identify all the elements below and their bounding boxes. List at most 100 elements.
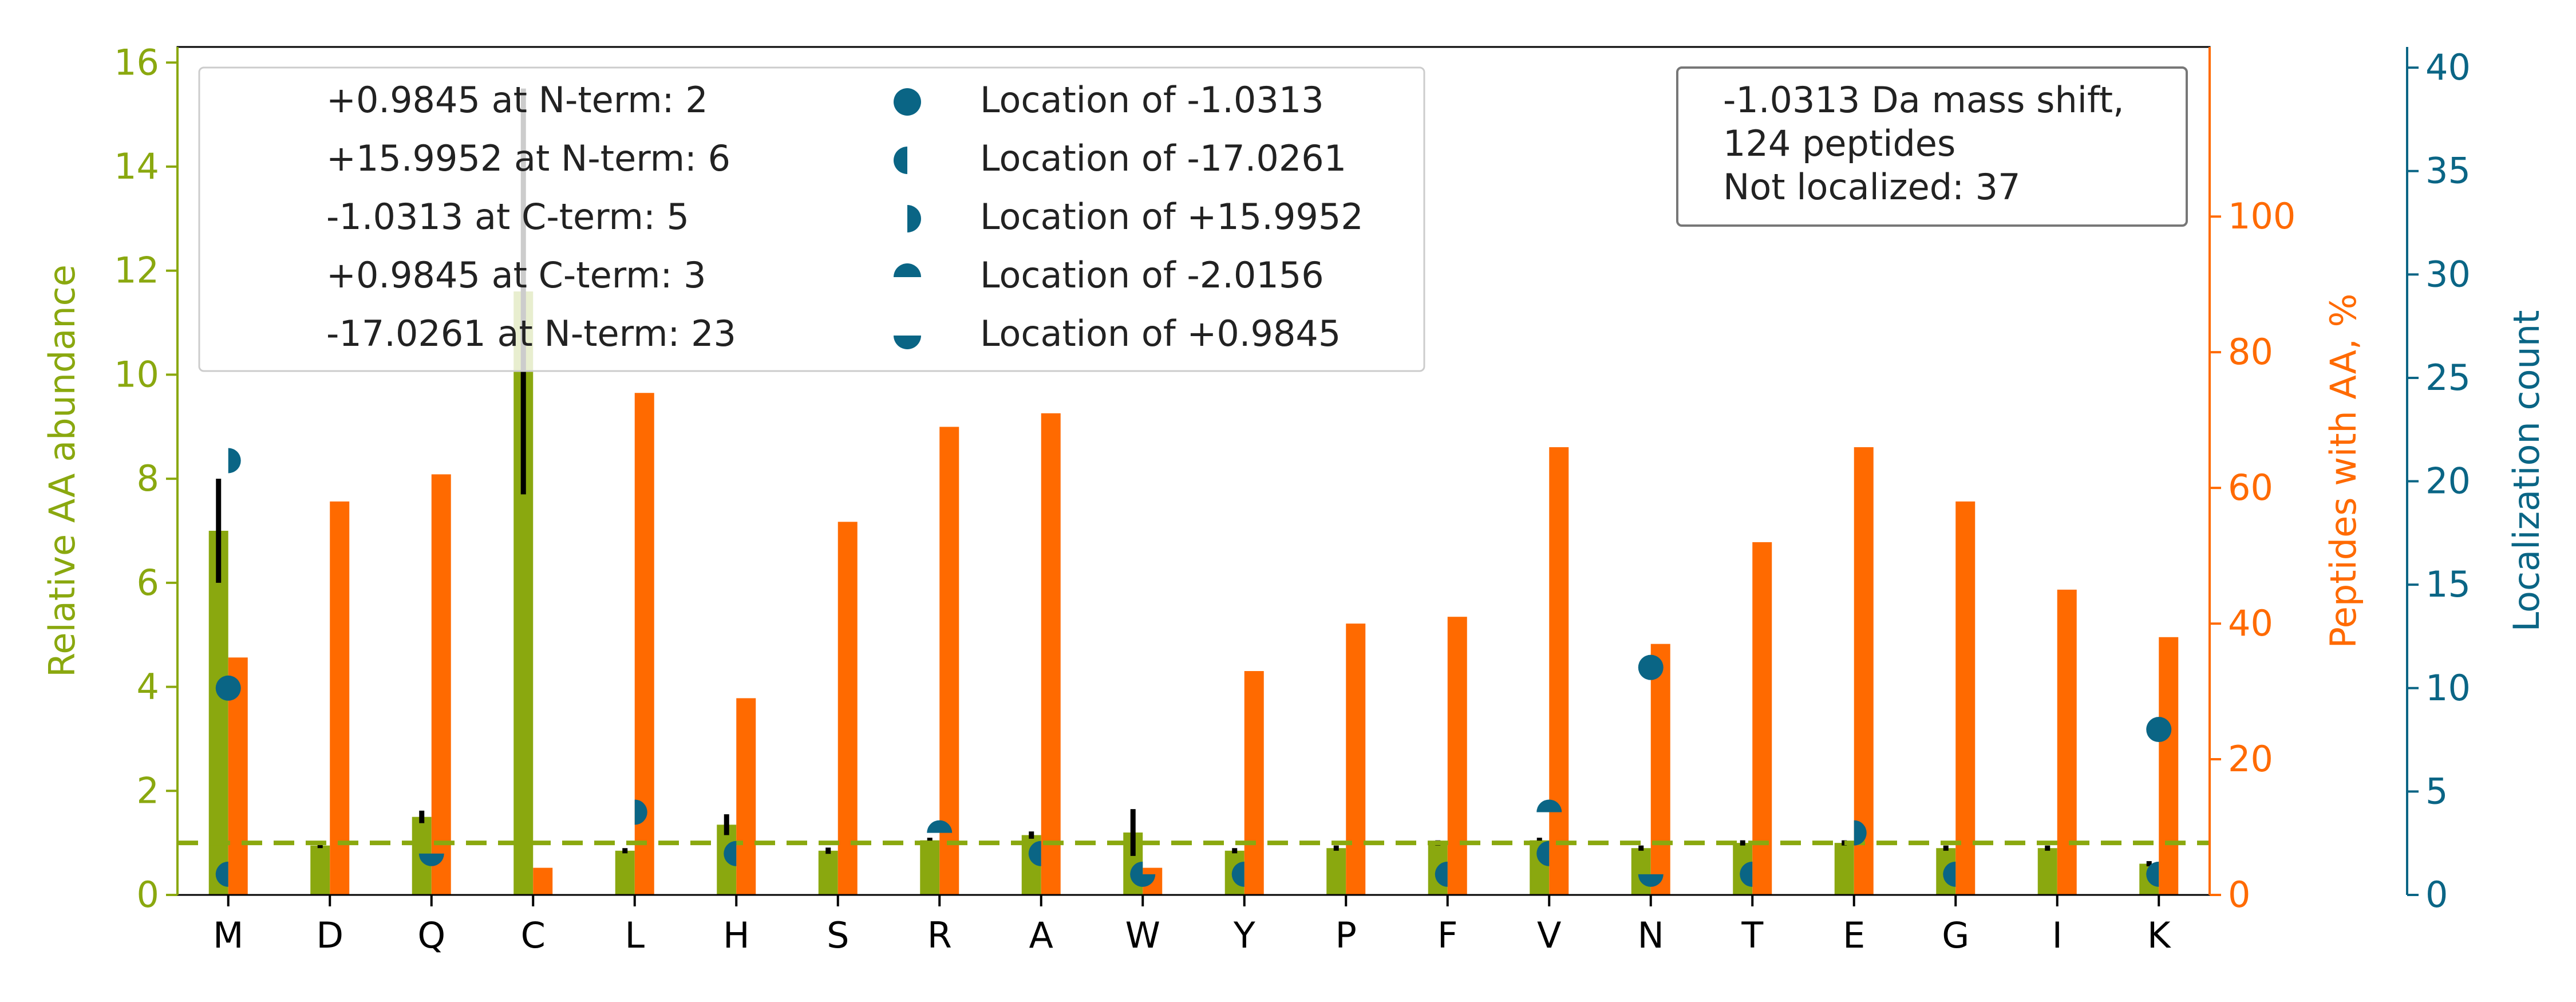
info-box-frame (1676, 66, 2188, 227)
x-tick-label: K (2147, 914, 2171, 956)
localization-marker (1854, 820, 1867, 846)
abundance-bar (310, 845, 330, 895)
localization-marker (1231, 861, 1244, 887)
legend-marker-entries: Location of -1.0313 Location of -17.0261… (894, 79, 1364, 354)
abundance-bar (208, 530, 228, 895)
x-tick-label: R (927, 914, 952, 956)
peptide-percent-bar (1752, 542, 1772, 895)
bars-layer (208, 291, 2179, 895)
x-tick-label: A (1029, 914, 1053, 956)
x-tick-label: Q (417, 914, 445, 956)
legend-box (198, 66, 1425, 372)
abundance-bar (1834, 843, 1854, 895)
left-tick-label: 6 (137, 562, 159, 603)
localization-marker (418, 853, 444, 866)
peptide-percent-bar (736, 698, 756, 895)
right-tick-label: 20 (2228, 738, 2273, 780)
peptide-percent-bar (1244, 671, 1264, 895)
x-tick-label: P (1336, 914, 1357, 956)
legend-marker (894, 147, 907, 174)
localization-marker (1638, 654, 1664, 680)
localization-tick-label: 25 (2425, 357, 2471, 399)
localization-tick-label: 15 (2425, 563, 2471, 605)
x-tick-label: W (1125, 914, 1160, 956)
legend-text-entry: -17.0261 at N-term: 23 (326, 313, 736, 354)
localization-marker (1130, 874, 1156, 887)
peptide-percent-bar (1854, 447, 1874, 895)
left-tick-label: 10 (114, 353, 159, 395)
x-tick-label: M (213, 914, 244, 956)
localization-markers-layer (215, 448, 2172, 887)
right-axis-label: Peptides with AA, % (2322, 294, 2364, 649)
legend-marker-label: Location of +15.9952 (980, 196, 1364, 238)
x-tick-label: S (827, 914, 849, 956)
x-tick-label: Y (1233, 914, 1255, 956)
peptide-percent-bar (2159, 637, 2179, 895)
abundance-bar (2037, 848, 2057, 895)
left-axis: 0 2 4 6 8 10 12 14 16 (114, 41, 179, 916)
left-axis-label: Relative AA abundance (41, 265, 83, 677)
x-tick-label: G (1942, 914, 1969, 956)
x-tick-label: F (1437, 914, 1458, 956)
legend-marker-label: Location of -2.0156 (980, 254, 1324, 296)
localization-tick-label: 5 (2425, 770, 2448, 812)
peptide-percent-bar (1447, 617, 1467, 895)
x-tick-label: V (1537, 914, 1561, 956)
info-line: -1.0313 Da mass shift, (1723, 79, 2124, 121)
abundance-bar (920, 840, 940, 895)
legend-marker-label: Location of +0.9845 (980, 313, 1341, 354)
legend-text-entry: +0.9845 at N-term: 2 (326, 79, 708, 121)
x-tick-label: C (521, 914, 546, 956)
right-tick-label: 60 (2228, 467, 2273, 508)
localization-marker (1943, 861, 1956, 887)
peptide-percent-bar (330, 501, 350, 895)
localization-tick-label: 35 (2425, 150, 2471, 192)
localization-marker (1028, 841, 1041, 866)
legend-text-entry: -1.0313 at C-term: 5 (326, 196, 689, 238)
abundance-bar (615, 850, 635, 895)
peptide-percent-bar (1346, 624, 1366, 895)
x-tick-label: E (1843, 914, 1865, 956)
x-tick-label: N (1638, 914, 1664, 956)
localization-marker (1638, 874, 1664, 887)
localization-tick-label: 20 (2425, 460, 2471, 502)
x-tick-label: H (723, 914, 750, 956)
legend-text-entries: +0.9845 at N-term: 2 +15.9952 at N-term:… (326, 79, 736, 354)
localization-axis-label: Localization count (2506, 310, 2547, 632)
left-tick-label: 14 (114, 145, 159, 187)
legend-text-entry: +15.9952 at N-term: 6 (326, 137, 730, 179)
left-tick-label: 12 (114, 250, 159, 291)
localization-marker (228, 448, 241, 474)
x-tick-label: T (1741, 914, 1764, 956)
peptide-percent-bar (431, 474, 451, 895)
localization-marker (1536, 841, 1550, 866)
right-tick-label: 40 (2228, 602, 2273, 644)
peptide-percent-bar (1549, 447, 1569, 895)
abundance-bar (1326, 848, 1346, 895)
localization-marker (2146, 861, 2159, 887)
x-tick-label: I (2052, 914, 2063, 956)
right-axis: 0 20 40 60 80 100 (2208, 47, 2296, 916)
localization-axis: 0 5 10 15 20 25 30 35 40 (2406, 46, 2471, 916)
x-tick-label: L (625, 914, 645, 956)
localization-marker (1740, 861, 1753, 887)
peptide-percent-bar (1955, 501, 1976, 895)
peptide-percent-bar (1650, 644, 1670, 895)
legend-marker (894, 336, 921, 349)
info-box: -1.0313 Da mass shift, 124 peptides Not … (1676, 66, 2188, 227)
localization-marker (215, 675, 241, 701)
localization-tick-label: 0 (2425, 874, 2448, 916)
localization-marker (1536, 799, 1562, 812)
peptide-percent-bar (1041, 413, 1061, 895)
left-tick-label: 16 (114, 41, 159, 83)
localization-marker (724, 841, 737, 866)
legend-marker (894, 88, 921, 116)
localization-marker (1435, 861, 1448, 887)
legend-marker (907, 205, 921, 232)
legend-text-entry: +0.9845 at C-term: 3 (326, 254, 706, 296)
legend: +0.9845 at N-term: 2 +15.9952 at N-term:… (198, 66, 1425, 372)
localization-tick-label: 10 (2425, 667, 2471, 709)
localization-marker (2146, 717, 2172, 743)
